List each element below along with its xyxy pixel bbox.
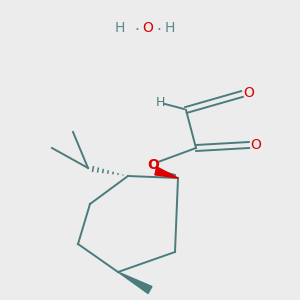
Text: O: O	[142, 21, 153, 35]
Polygon shape	[155, 167, 178, 178]
Text: O: O	[250, 138, 261, 152]
Text: H: H	[155, 97, 165, 110]
Text: O: O	[147, 158, 159, 172]
Polygon shape	[118, 272, 152, 293]
Text: ·: ·	[157, 22, 161, 38]
Text: H: H	[115, 21, 125, 35]
Text: ·: ·	[135, 22, 140, 38]
Text: O: O	[244, 86, 254, 100]
Text: H: H	[165, 21, 175, 35]
